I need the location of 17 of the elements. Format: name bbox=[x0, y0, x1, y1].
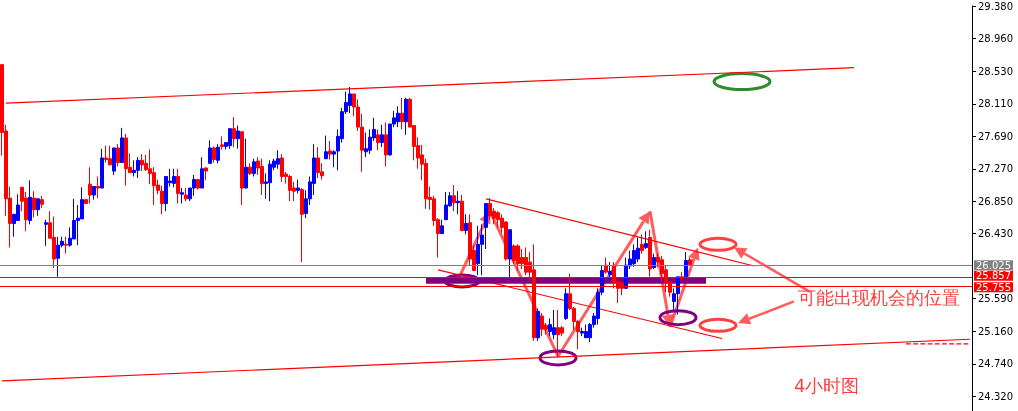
ref-line-label: 25.755 bbox=[976, 281, 1011, 293]
ref-line-label: 26.025 bbox=[976, 259, 1011, 271]
y-tick-label: 28.960 bbox=[978, 32, 1013, 44]
annotation: 可能出现机会的位置 bbox=[798, 286, 960, 308]
y-tick-label: 25.590 bbox=[978, 292, 1013, 304]
ref-line-label: 25.857 bbox=[976, 270, 1011, 282]
y-tick-label: 27.690 bbox=[978, 130, 1013, 142]
annotation: 4小时图 bbox=[794, 375, 860, 397]
y-tick-label: 28.530 bbox=[978, 66, 1013, 78]
y-tick-label: 28.110 bbox=[978, 98, 1013, 110]
y-tick-label: 24.740 bbox=[978, 358, 1013, 370]
y-tick-label: 27.270 bbox=[978, 163, 1013, 175]
y-tick-label: 25.160 bbox=[978, 326, 1013, 338]
y-tick-label: 29.380 bbox=[978, 0, 1013, 12]
y-tick-label: 26.850 bbox=[978, 195, 1013, 207]
y-tick-label: 26.430 bbox=[978, 228, 1013, 240]
y-tick-label: 24.320 bbox=[978, 390, 1013, 402]
